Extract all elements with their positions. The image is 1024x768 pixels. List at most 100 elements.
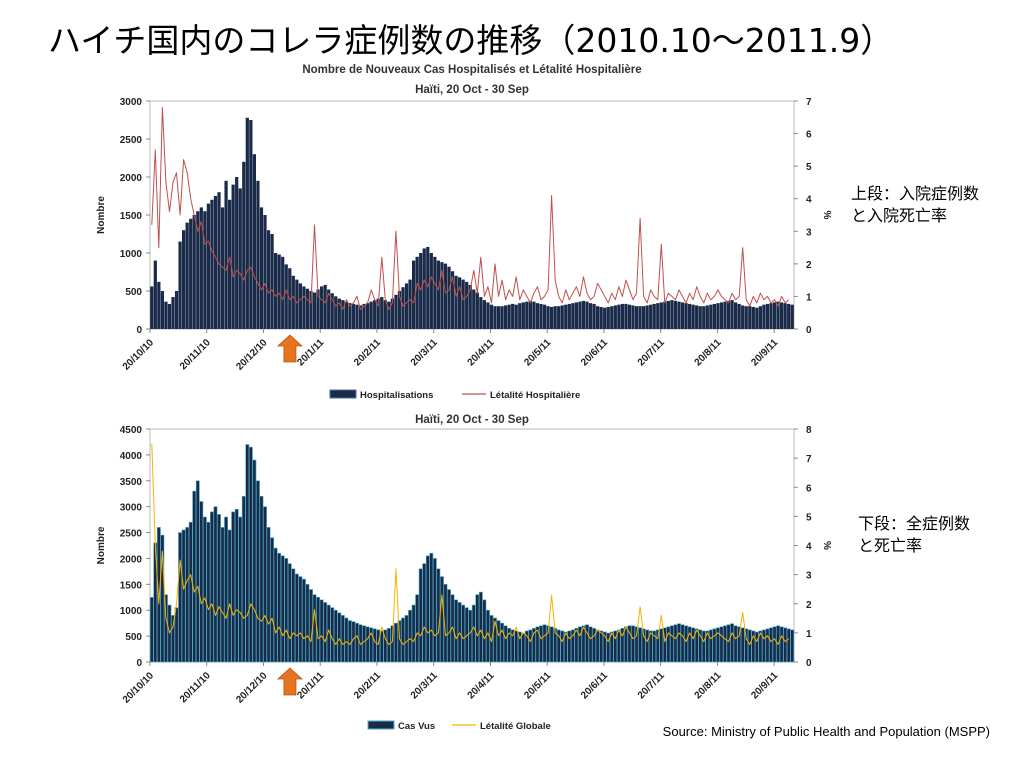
chart2-bar: [390, 625, 395, 663]
chart2-bar: [677, 623, 681, 663]
chart2-bar: [606, 632, 611, 663]
chart1-ytick-label: 2000: [120, 173, 143, 184]
chart2-bar: [754, 631, 759, 663]
chart1-bar: [489, 304, 494, 329]
chart2-bar: [747, 629, 752, 663]
chart2-bar: [319, 599, 324, 663]
chart1-bar: [503, 305, 508, 329]
chart2-xtick-label: 20/11/10: [178, 670, 213, 705]
chart1-bar: [380, 297, 384, 329]
chart1-bar: [606, 306, 610, 329]
chart1-bar: [790, 304, 794, 329]
chart2-y2tick-label: 6: [806, 483, 812, 494]
chart1-bar: [514, 304, 518, 329]
chart2-xtick-label: 20/4/11: [466, 670, 497, 701]
chart1-y2label: %: [821, 211, 832, 220]
chart1-bar: [150, 286, 154, 329]
chart1-bar: [433, 256, 437, 329]
chart2-y2tick-label: 8: [806, 425, 812, 436]
chart1-bar: [344, 301, 349, 329]
chart1-y2tick-label: 1: [806, 292, 812, 303]
chart2-bar: [687, 626, 692, 663]
chart2-bar: [595, 629, 600, 663]
chart1-bar: [281, 256, 285, 329]
chart1-bar: [227, 199, 232, 329]
chart2-bar: [496, 620, 501, 663]
chart2-bar: [248, 446, 253, 663]
chart1-bar: [472, 289, 476, 329]
chart2-ytick-label: 3000: [120, 503, 143, 514]
chart1-rate-line: [151, 107, 790, 310]
chart1-bar: [348, 303, 352, 329]
chart2-bar: [245, 444, 250, 663]
chart2-bar: [719, 626, 724, 663]
chart2-bar: [507, 628, 512, 663]
chart2-bar: [567, 630, 572, 663]
chart1-bar: [323, 284, 327, 329]
chart2-bar: [762, 629, 766, 663]
chart2-bar: [786, 628, 791, 663]
chart2-ytick-label: 2500: [120, 529, 143, 540]
chart2-y2tick-label: 7: [806, 454, 812, 465]
chart1-bar: [617, 304, 621, 329]
chart1-bar: [443, 263, 448, 329]
chart1-bar: [638, 306, 642, 329]
chart1-bar: [461, 279, 465, 329]
chart1-bar: [404, 283, 409, 329]
chart2-bar: [461, 604, 466, 663]
chart2-legend-line-label: Létalité Globale: [480, 721, 551, 732]
chart2-ytick-label: 500: [125, 632, 142, 643]
chart2-bar: [351, 621, 356, 663]
chart1-bar: [270, 234, 274, 329]
chart1-bar: [153, 260, 157, 329]
chart1-ytick-label: 500: [125, 287, 142, 298]
chart1-bar: [157, 281, 161, 329]
chart1-bar: [733, 302, 738, 329]
chart2-bar: [432, 558, 437, 663]
chart2-xtick-label: 20/9/11: [749, 670, 780, 701]
chart1-bar: [652, 303, 656, 329]
chart2-bar: [440, 576, 444, 663]
chart2-bar: [252, 459, 257, 663]
chart1-xtick-label: 20/5/11: [522, 337, 553, 368]
chart1-bar: [578, 301, 582, 329]
chart2-bar: [769, 627, 773, 663]
chart1-bar: [291, 275, 295, 329]
chart2-bar: [733, 625, 738, 663]
chart1-bar: [649, 304, 653, 329]
chart2-xtick-label: 20/1/11: [295, 670, 326, 701]
chart2-bar: [355, 622, 359, 663]
chart1-bar: [765, 303, 770, 329]
chart1-bar: [592, 303, 596, 329]
chart1-bar: [726, 300, 731, 329]
chart1-bar: [581, 300, 586, 329]
chart2-bar: [312, 594, 317, 663]
chart2-bar: [220, 527, 225, 663]
chart1-bar: [603, 307, 607, 329]
chart2-xtick-label: 20/2/11: [352, 670, 383, 701]
chart1-bar: [691, 304, 695, 329]
chart1-bar: [249, 120, 253, 329]
chart2-bar: [723, 625, 727, 663]
chart1-bar: [479, 297, 483, 329]
chart1-bar: [411, 260, 416, 329]
chart2-bar: [691, 627, 696, 663]
chart1-xtick-label: 20/11/10: [178, 337, 213, 372]
chart2-y2tick-label: 3: [806, 571, 812, 582]
chart1-y2tick-label: 5: [806, 162, 812, 173]
chart1-bar: [369, 301, 373, 329]
chart2-xtick-label: 20/3/11: [409, 670, 440, 701]
chart1-bar: [355, 304, 359, 329]
chart1-bar: [245, 117, 249, 329]
chart1-bar: [192, 215, 196, 329]
chart1-bar: [465, 281, 469, 329]
chart2-bar: [670, 625, 674, 663]
chart1-bar: [677, 301, 681, 329]
chart2-bar: [616, 629, 621, 663]
chart1-bar: [755, 307, 759, 329]
top-note-line-1: 上段：入院症例数: [851, 184, 980, 203]
chart2-bar: [238, 516, 243, 663]
chart1-bar: [779, 302, 784, 329]
chart2-bar: [624, 626, 628, 663]
chart1-bar: [670, 300, 674, 329]
